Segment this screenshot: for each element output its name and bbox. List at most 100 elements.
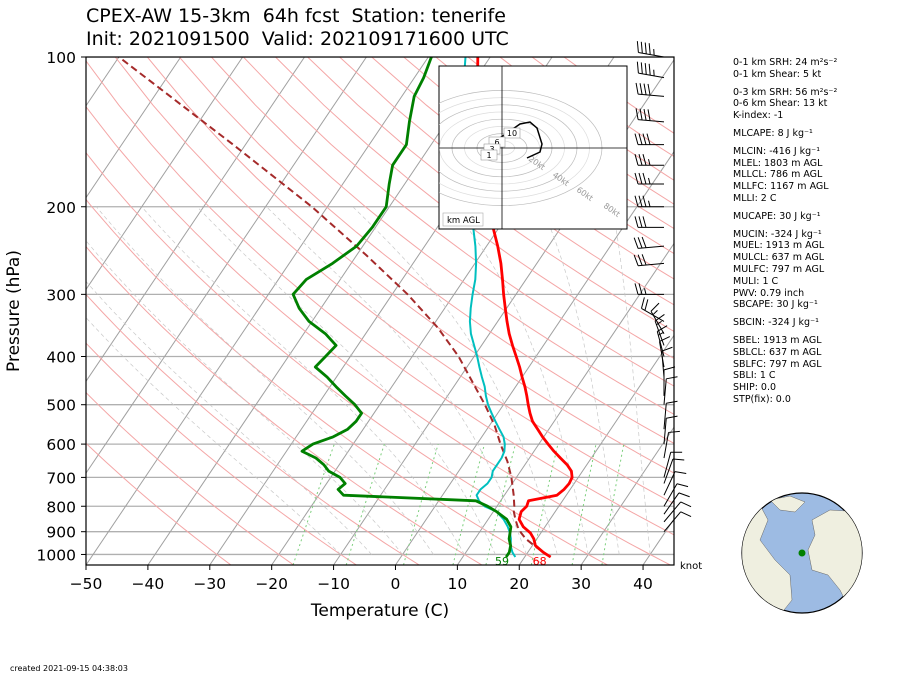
wind-barb [654, 313, 665, 346]
index-line: MUCAPE: 30 J kg⁻¹ [733, 210, 821, 222]
index-line: SHIP: 0.0 [733, 382, 777, 394]
dry-adiabat [275, 57, 674, 360]
dry-adiabat [86, 152, 608, 565]
wind-barb [663, 376, 678, 405]
dry-adiabat [146, 57, 674, 474]
isotherm [518, 334, 674, 565]
isotherm [86, 57, 429, 565]
index-line: 0-1 km Shear: 5 kt [733, 68, 822, 80]
index-line: MLLI: 2 C [733, 193, 777, 204]
hodograph-height-label: 1 [486, 151, 491, 160]
y-tick-label: 200 [46, 199, 76, 217]
y-tick-label: 600 [46, 436, 76, 454]
wind-barb [663, 458, 685, 484]
dry-adiabat [307, 57, 674, 332]
dry-adiabat [86, 106, 671, 565]
index-line: K-index: -1 [733, 110, 784, 122]
index-line: SBLI: 1 C [733, 370, 776, 382]
wind-barb [656, 325, 668, 357]
wind-barb [650, 302, 665, 334]
dry-adiabat [339, 57, 674, 306]
wind-barb [663, 501, 692, 523]
x-tick-label: −30 [193, 575, 226, 593]
isotherm [86, 57, 244, 291]
wind-barb [663, 430, 680, 459]
index-line: MLCAPE: 8 J kg⁻¹ [733, 128, 813, 139]
wind-barb [634, 133, 664, 146]
chart-subtitle: Init: 2021091500 Valid: 202109171600 UTC [86, 28, 509, 50]
hodograph-height-label: 3 [489, 145, 494, 154]
index-line: PWV: 0.79 inch [733, 287, 805, 299]
moist-adiabat [266, 206, 527, 555]
mixing-ratio-line [345, 443, 385, 565]
mixing-ratio-line [485, 443, 516, 565]
index-line: SBLCL: 637 m AGL [733, 346, 822, 358]
y-tick-label: 500 [46, 397, 76, 415]
index-line: SBEL: 1913 m AGL [733, 335, 822, 346]
index-line: MUEL: 1913 m AGL [733, 240, 825, 252]
isotherm [86, 57, 305, 383]
moist-adiabat [86, 240, 403, 555]
dry-adiabat [86, 293, 420, 565]
moist-adiabat [86, 317, 341, 555]
station-globe [741, 492, 863, 614]
index-line: MLLCL: 786 m AGL [733, 169, 823, 181]
x-tick-label: −10 [317, 575, 350, 593]
hodograph-height-label: 10 [507, 129, 517, 138]
sfc-dewpoint-label: 59 [495, 555, 509, 568]
dry-adiabat [243, 57, 674, 387]
wind-barb [663, 483, 689, 507]
y-tick-label: 100 [46, 49, 76, 67]
index-line: MLCIN: -416 J kg⁻¹ [733, 145, 821, 157]
dry-adiabat [178, 57, 674, 444]
dry-adiabat [86, 342, 357, 565]
moist-adiabat [612, 206, 651, 555]
mixing-ratio-line [571, 443, 597, 565]
index-line: MLLFC: 1167 m AGL [733, 181, 829, 193]
wind-barb [633, 254, 665, 267]
dry-adiabat [371, 57, 674, 280]
index-line: 0-1 km SRH: 24 m²s⁻² [733, 57, 838, 68]
wind-barb [635, 82, 665, 97]
wind-barb [634, 195, 664, 208]
wind-barb [636, 41, 665, 58]
parcel-path-line [118, 57, 552, 558]
created-timestamp: created 2021-09-15 04:38:03 [10, 664, 128, 673]
index-line: STP(fix): 0.0 [733, 394, 791, 405]
hodograph-legend-box [442, 212, 484, 227]
sfc-temperature-label: 68 [533, 555, 547, 568]
wind-barb [663, 471, 687, 496]
wind-barb [663, 492, 690, 515]
hodograph-height-box [480, 149, 498, 161]
y-tick-label: 900 [46, 524, 76, 542]
wind-barb [663, 366, 676, 396]
moist-adiabat [86, 280, 372, 555]
dry-adiabat [86, 198, 545, 565]
wind-barb [663, 400, 678, 430]
wind-barb [633, 236, 665, 249]
hodograph-frame [438, 65, 628, 230]
y-tick-label: 300 [46, 286, 76, 304]
wind-barb [634, 216, 664, 228]
hodograph-height-label: 6 [494, 138, 499, 147]
index-line: SBLFC: 797 m AGL [733, 358, 822, 370]
dry-adiabat [114, 57, 674, 505]
x-tick-label: 40 [633, 575, 653, 593]
index-line: MUCIN: -324 J kg⁻¹ [733, 228, 822, 240]
americas-landmass [742, 504, 793, 613]
wind-barb [658, 336, 671, 368]
index-line: MULFC: 797 m AGL [733, 264, 825, 275]
x-tick-label: −20 [255, 575, 288, 593]
y-tick-label: 800 [46, 498, 76, 516]
moist-adiabat [96, 206, 434, 555]
station-marker [798, 549, 806, 557]
y-axis-label: Pressure (hPa) [4, 250, 24, 372]
hodograph-height-box [503, 127, 521, 139]
x-tick-label: 0 [391, 575, 401, 593]
plot-frame [85, 56, 675, 566]
y-tick-label: 700 [46, 469, 76, 487]
mixing-ratio-line [403, 443, 439, 565]
wind-barb [663, 511, 692, 533]
wind-barb [663, 415, 678, 445]
index-line: MLEL: 1803 m AGL [733, 157, 823, 169]
